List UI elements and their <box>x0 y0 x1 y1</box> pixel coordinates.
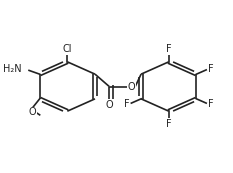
Text: F: F <box>166 44 171 54</box>
Text: O: O <box>127 81 135 92</box>
Text: H₂N: H₂N <box>3 64 22 74</box>
Text: F: F <box>124 99 129 110</box>
Text: F: F <box>208 63 214 74</box>
Text: O: O <box>29 107 36 117</box>
Text: F: F <box>166 119 171 129</box>
Text: Cl: Cl <box>63 44 72 54</box>
Text: O: O <box>106 100 113 110</box>
Text: F: F <box>208 99 214 110</box>
